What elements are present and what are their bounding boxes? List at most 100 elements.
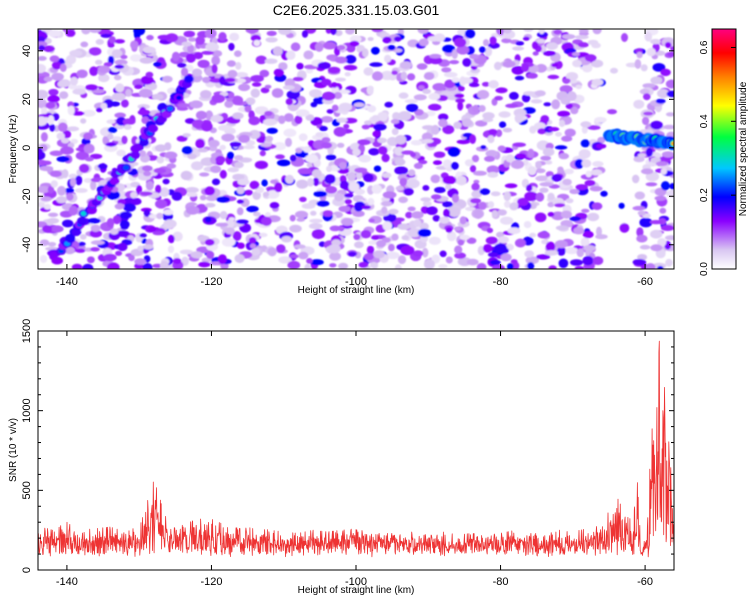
heatmap-cell — [564, 128, 576, 137]
heatmap-cell — [540, 155, 552, 161]
heatmap-cell — [490, 191, 501, 197]
heatmap-cell — [43, 45, 55, 53]
heatmap-cell — [49, 124, 56, 132]
heatmap-cell — [97, 65, 111, 74]
heatmap-cell — [569, 188, 580, 195]
heatmap-cell — [68, 173, 78, 179]
heatmap-cell — [585, 170, 592, 178]
heatmap-cell — [454, 93, 465, 98]
heatmap-cell — [475, 120, 488, 127]
heatmap-cell — [38, 116, 48, 127]
heatmap-cell — [75, 151, 90, 161]
heatmap-cell — [61, 169, 69, 179]
heatmap-cell — [143, 209, 151, 217]
heatmap-cell — [235, 72, 248, 78]
heatmap-cell — [313, 177, 319, 186]
heatmap-cell — [496, 231, 505, 238]
heatmap-cell — [271, 88, 284, 98]
heatmap-cell — [382, 221, 393, 231]
heatmap-cell — [534, 212, 547, 223]
heatmap-cell — [249, 243, 257, 249]
spectrogram-y-tick-label: 20 — [21, 93, 33, 105]
heatmap-cell — [75, 175, 83, 186]
heatmap-cell — [237, 242, 245, 249]
heatmap-cell — [503, 191, 511, 201]
heatmap-cell — [98, 73, 110, 83]
heatmap-cell — [438, 119, 448, 128]
heatmap-cell — [399, 177, 408, 187]
spectrogram-x-tick-label: -120 — [200, 276, 222, 288]
heatmap-cell — [487, 201, 495, 209]
heatmap-cell — [570, 106, 579, 115]
heatmap-cell — [294, 115, 303, 125]
heatmap-cell — [451, 49, 458, 60]
heatmap-cell — [115, 250, 123, 256]
heatmap-cell — [84, 157, 94, 162]
heatmap-cell — [382, 191, 397, 199]
heatmap-cell — [266, 30, 277, 37]
heatmap-cell — [49, 55, 60, 63]
heatmap-cell — [121, 99, 129, 108]
heatmap-cell — [473, 209, 483, 219]
heatmap-cell — [199, 195, 207, 201]
heatmap-cell — [324, 174, 336, 184]
heatmap-cell — [71, 263, 83, 269]
heatmap-cell — [618, 202, 625, 209]
spectrogram-x-tick-label: -60 — [637, 276, 653, 288]
heatmap-cell — [600, 190, 608, 197]
heatmap-cell — [429, 56, 443, 65]
heatmap-cell — [70, 76, 78, 86]
heatmap-cell — [360, 230, 372, 239]
heatmap-cell — [639, 244, 651, 250]
heatmap-cell — [103, 62, 113, 67]
heatmap-cell — [477, 89, 490, 100]
heatmap-cell — [534, 90, 546, 97]
heatmap-cell — [111, 136, 122, 142]
heatmap-cell — [259, 232, 268, 238]
heatmap-cell — [517, 197, 529, 206]
heatmap-cell — [90, 247, 100, 252]
heatmap-cell — [652, 63, 666, 72]
heatmap-cell — [80, 234, 87, 240]
heatmap-cell — [530, 99, 543, 104]
heatmap-cell — [38, 45, 45, 51]
heatmap-cell — [368, 218, 375, 223]
heatmap-cell — [494, 243, 507, 254]
heatmap-cell — [459, 77, 473, 84]
heatmap-cell — [670, 46, 674, 52]
heatmap-cell — [96, 107, 103, 113]
heatmap-cell — [382, 36, 392, 44]
heatmap-cell — [584, 54, 597, 62]
snr-y-tick-label: 500 — [21, 481, 33, 499]
heatmap-cell — [500, 253, 512, 262]
heatmap-cell — [524, 250, 535, 258]
heatmap-cell — [363, 173, 374, 183]
heatmap-cell — [404, 99, 418, 104]
heatmap-cell — [313, 96, 326, 105]
heatmap-cell — [137, 245, 144, 252]
heatmap-cell — [642, 83, 656, 89]
heatmap-cell — [555, 225, 569, 231]
heatmap-cell — [358, 154, 372, 163]
heatmap-cell — [642, 116, 650, 126]
heatmap-cell — [221, 237, 236, 247]
heatmap-cell — [224, 77, 236, 83]
heatmap-cell — [422, 139, 434, 144]
heatmap-cell — [119, 220, 130, 229]
heatmap-cell — [660, 68, 671, 77]
heatmap-cell — [384, 101, 394, 108]
heatmap-cell — [83, 132, 94, 140]
spectrogram-x-tick-label: -140 — [56, 276, 78, 288]
heatmap-cell — [130, 151, 141, 160]
heatmap-cell — [130, 40, 139, 50]
heatmap-cell — [326, 109, 334, 114]
heatmap-cell — [657, 88, 670, 99]
heatmap-cell — [621, 33, 628, 42]
heatmap-cell — [480, 145, 487, 150]
heatmap-cell — [438, 113, 449, 121]
heatmap-cell — [592, 29, 602, 35]
heatmap-cell — [547, 212, 555, 217]
heatmap-cell — [649, 220, 663, 225]
spectrogram-y-tick-labels: -40 -20 0 20 40 — [21, 45, 33, 253]
heatmap-cell — [366, 85, 374, 95]
